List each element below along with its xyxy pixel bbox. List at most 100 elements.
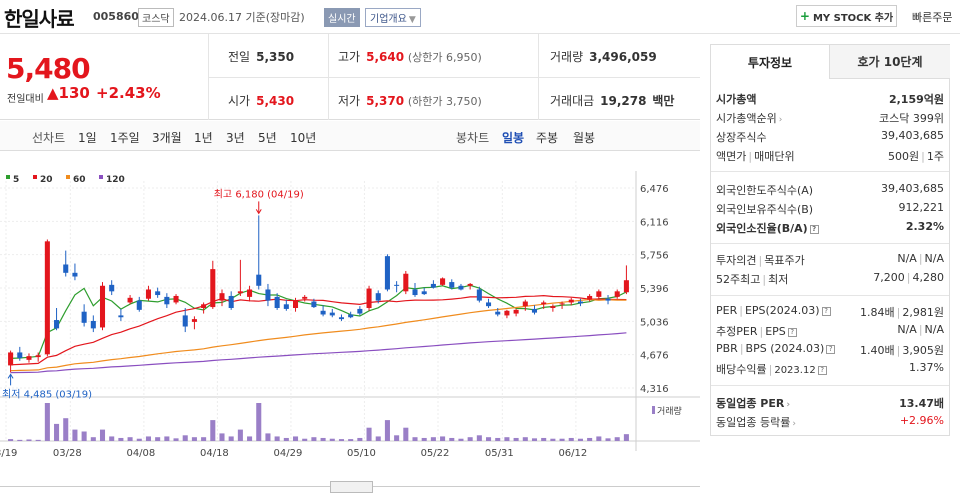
help-icon[interactable]: ?: [809, 225, 819, 234]
current-price: 5,480: [6, 52, 91, 85]
volume-bar: [54, 423, 60, 441]
help-icon[interactable]: ?: [821, 307, 831, 316]
tab-orderbook[interactable]: 호가 10단계: [830, 45, 950, 79]
volume-bar: [394, 435, 400, 441]
par-label: 액면가: [716, 150, 747, 163]
chart-period-bar: 선차트 1일 1주일 3개월 1년 3년 5년 10년 봉차트 일봉 주봉 월봉: [0, 121, 700, 151]
candle-body: [366, 288, 372, 308]
bps-value: 3,905원: [902, 344, 944, 357]
candle-body: [17, 352, 23, 358]
candle-body: [412, 289, 418, 296]
volume-bar: [155, 437, 161, 441]
company-info-dropdown[interactable]: 기업개요 ▼: [365, 8, 421, 27]
range-1d[interactable]: 1일: [78, 131, 97, 145]
foreign-ratio-label: 외국인소진율(B/A): [716, 222, 808, 235]
volume-bar: [99, 429, 106, 441]
candle-body: [605, 298, 611, 301]
help-icon[interactable]: ?: [787, 328, 797, 337]
y-tick-label: 6,476: [640, 184, 669, 195]
volume-bar: [366, 427, 372, 441]
tab-investment-info[interactable]: 투자정보: [711, 45, 830, 79]
quick-order-link[interactable]: 빠른주문: [912, 11, 953, 24]
candle-body: [81, 311, 87, 323]
line-chart-label[interactable]: 선차트: [32, 131, 66, 145]
candle-body: [614, 291, 620, 297]
candle-daily[interactable]: 일봉: [502, 131, 525, 145]
low-annotation: 최저 4,485 (03/19): [2, 388, 92, 400]
range-3m[interactable]: 3개월: [152, 131, 182, 145]
base-date: 2024.06.17 기준(장마감): [179, 11, 305, 24]
volume-bar: [136, 438, 142, 441]
candle-body: [292, 300, 299, 308]
x-tick-label: 05/22: [421, 448, 450, 459]
target-value: N/A: [924, 252, 944, 265]
add-mystock-button[interactable]: + MY STOCK 추가: [796, 5, 897, 27]
chevron-right-icon: ›: [786, 400, 791, 410]
volume-bar: [577, 438, 583, 441]
unit-value: 1주: [926, 150, 944, 163]
legend-label: 120: [106, 175, 125, 185]
open-value: 5,430: [256, 94, 295, 108]
x-tick-label: 06/12: [558, 448, 587, 459]
opinion-label: 투자의견: [716, 254, 757, 267]
volume-bar: [449, 437, 455, 441]
candle-chart-label[interactable]: 봉차트: [456, 131, 490, 145]
volume-bar: [26, 439, 32, 441]
stock-name: 한일사료: [4, 7, 75, 31]
cap-rank-value: 코스닥 399위: [879, 112, 944, 125]
volume-bar: [605, 438, 611, 441]
legend-label: 60: [73, 175, 86, 185]
volume-bar: [550, 438, 556, 441]
divider: [711, 385, 949, 386]
volume-bar: [476, 435, 482, 441]
range-1y[interactable]: 1년: [194, 131, 213, 145]
candle-body: [237, 291, 243, 294]
volume-bar: [403, 427, 409, 441]
candlestick-chart[interactable]: 6,476 6,116 5,756 5,396 5,036 4,676 4,316 03/19…: [0, 151, 700, 481]
opinion-row: 투자의견 | 목표주가 N/A | N/A: [716, 252, 944, 267]
volume-bar: [210, 420, 216, 441]
volume-bar: [522, 437, 528, 441]
candle-weekly[interactable]: 주봉: [536, 131, 559, 145]
candle-body: [440, 278, 446, 285]
x-tick-label: 05/10: [347, 448, 376, 459]
high-price: 고가 5,640 (상한가 6,950): [338, 48, 482, 65]
volume-bar: [256, 403, 262, 441]
range-1w[interactable]: 1주일: [110, 131, 140, 145]
w52-high-label: 52주최고: [716, 273, 761, 286]
volume-bar: [504, 437, 510, 441]
x-tick-label: 03/19: [0, 448, 17, 459]
candle-monthly[interactable]: 월봉: [573, 131, 596, 145]
legend-swatch: [33, 175, 37, 179]
industry-per-value: 13.47배: [899, 397, 944, 410]
candle-body: [210, 269, 216, 308]
volume-bar: [320, 437, 326, 441]
eps-value: 2,981원: [902, 306, 944, 319]
candle-body: [35, 355, 41, 358]
w52-row: 52주최고 | 최저 7,200 | 4,280: [716, 271, 944, 286]
stock-chart[interactable]: 6,476 6,116 5,756 5,396 5,036 4,676 4,316 03/19…: [0, 151, 700, 481]
candle-body: [486, 302, 492, 307]
investment-info-panel: 투자정보 호가 10단계 시가총액 2,159억원 시가총액순위 › 코스닥 399위…: [710, 44, 950, 436]
candle-body: [265, 289, 271, 301]
help-icon[interactable]: ?: [817, 366, 827, 375]
foreign-hold-label: 외국인보유주식수(B): [716, 203, 814, 216]
range-5y[interactable]: 5년: [258, 131, 277, 145]
realtime-button[interactable]: 실시간: [324, 8, 360, 27]
candle-body: [155, 291, 161, 296]
eps-label: EPS(2024.03): [744, 304, 820, 317]
volume-bar: [72, 429, 78, 441]
market-badge: 코스닥: [138, 8, 174, 27]
range-10y[interactable]: 10년: [290, 131, 317, 145]
candle-body: [8, 352, 14, 366]
y-tick-label: 5,396: [640, 284, 669, 295]
candle-body: [228, 295, 234, 308]
candle-body: [504, 310, 510, 316]
chart-scroll-handle[interactable]: [330, 481, 373, 493]
candle-body: [127, 297, 133, 303]
candle-body: [338, 317, 345, 320]
range-3y[interactable]: 3년: [226, 131, 245, 145]
x-tick-label: 05/31: [485, 448, 514, 459]
volume-bar: [421, 437, 427, 441]
help-icon[interactable]: ?: [826, 345, 836, 354]
